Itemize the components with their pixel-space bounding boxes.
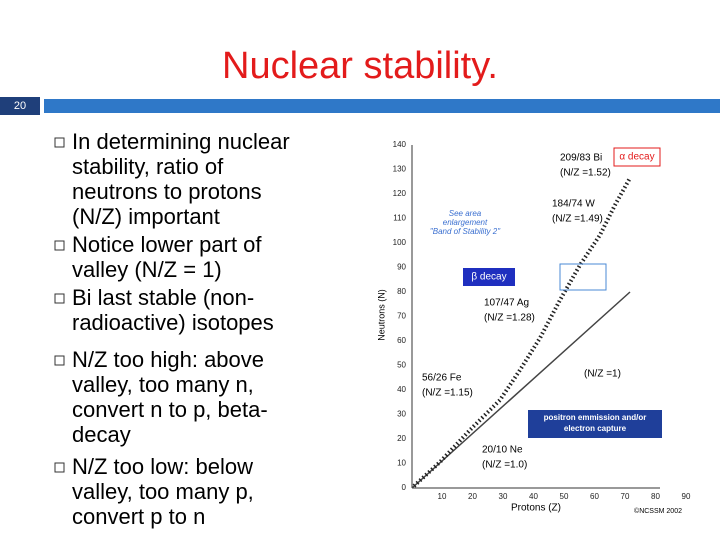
isotope-ratio: (N/Z =1.28) — [484, 313, 535, 324]
bullet-text: neutrons to protons — [72, 179, 262, 204]
isotope-name: 184/74 W — [552, 199, 595, 210]
isotope-ratio: (N/Z =1.49) — [552, 214, 603, 225]
y-tick-label: 100 — [393, 238, 407, 247]
y-tick-label: 20 — [397, 434, 406, 443]
bullet-marker — [54, 240, 65, 251]
bullet-marker — [54, 355, 65, 366]
bullet-text: valley, too many n, — [72, 372, 254, 397]
unity-line — [411, 291, 631, 489]
credit: ©NCSSM 2002 — [634, 507, 682, 515]
isotope-name: 107/47 Ag — [484, 298, 529, 309]
x-axis-label: Protons (Z) — [511, 503, 561, 514]
y-tick-label: 140 — [393, 140, 407, 149]
stability-band — [412, 177, 632, 488]
y-tick-label: 40 — [397, 385, 406, 394]
isotope-ratio: (N/Z =1.15) — [422, 388, 473, 399]
isotope-ratio: (N/Z =1.52) — [560, 168, 611, 179]
y-tick-label: 120 — [393, 189, 407, 198]
isotope-name: 209/83 Bi — [560, 153, 602, 164]
y-tick-label: 110 — [393, 214, 406, 223]
x-tick-label: 80 — [651, 492, 660, 501]
enlarge-note: "Band of Stability 2" — [430, 227, 501, 236]
isotope-ratio: (N/Z =1.0) — [482, 460, 527, 471]
slide-title: Nuclear stability. — [222, 45, 498, 87]
number-box — [0, 97, 40, 115]
bullet-text: convert p to n — [72, 504, 205, 529]
x-tick-label: 50 — [560, 492, 569, 501]
beta-box — [463, 268, 515, 286]
bullet-marker — [54, 137, 65, 148]
y-tick-label: 130 — [393, 165, 407, 174]
bullet-text: N/Z too low: below — [72, 454, 253, 479]
x-tick-label: 40 — [529, 492, 538, 501]
bullet-text: In determining nuclear — [72, 129, 290, 154]
bullet-text: Bi last stable (non- — [72, 285, 254, 310]
slide-number: 20 — [14, 100, 26, 112]
x-tick-label: 90 — [682, 492, 691, 501]
x-tick-label: 60 — [590, 492, 599, 501]
positron-box — [528, 410, 662, 438]
x-tick-label: 70 — [621, 492, 630, 501]
bullet-text: valley (N/Z = 1) — [72, 257, 222, 282]
y-axis-label: Neutrons (N) — [376, 289, 386, 341]
bullet-text: convert n to p, beta- — [72, 397, 268, 422]
bullet-text: radioactive) isotopes — [72, 310, 274, 335]
y-tick-label: 80 — [397, 287, 406, 296]
alpha-box — [613, 147, 661, 167]
bullet-marker — [54, 462, 65, 473]
x-tick-label: 10 — [438, 492, 447, 501]
isotope-name: 56/26 Fe — [422, 373, 462, 384]
x-tick-label: 30 — [499, 492, 508, 501]
positron-label: positron emmission and/or — [544, 413, 647, 422]
enlarge-note: enlargement — [443, 218, 488, 227]
bullet-text: decay — [72, 422, 131, 447]
unity-label: (N/Z =1) — [584, 369, 621, 380]
beta-label: β decay — [471, 272, 506, 283]
y-tick-label: 60 — [397, 336, 406, 345]
enlarge-box — [559, 263, 607, 291]
enlarge-note: See area — [449, 209, 482, 218]
alpha-label: α decay — [619, 152, 654, 163]
y-tick-label: 90 — [397, 263, 406, 272]
y-tick-label: 10 — [397, 459, 406, 468]
bullet-text: (N/Z) important — [72, 204, 220, 229]
isotope-name: 20/10 Ne — [482, 445, 523, 456]
y-tick-label: 70 — [397, 312, 406, 321]
y-tick-label: 50 — [397, 361, 406, 370]
y-tick-label: 30 — [397, 410, 406, 419]
bullet-text: valley, too many p, — [72, 479, 254, 504]
figure: 0 10 20 30 40 50 60 70 80 90 100 110 120 130 140 10 20 30… — [376, 140, 691, 515]
y-tick-label: 0 — [402, 483, 407, 492]
bullet-text: N/Z too high: above — [72, 347, 264, 372]
bullet-marker — [54, 293, 65, 304]
x-tick-label: 20 — [468, 492, 477, 501]
positron-label: electron capture — [564, 424, 627, 433]
header-bar — [44, 99, 720, 113]
bullet-text: Notice lower part of — [72, 232, 262, 257]
bullet-text: stability, ratio of — [72, 154, 224, 179]
